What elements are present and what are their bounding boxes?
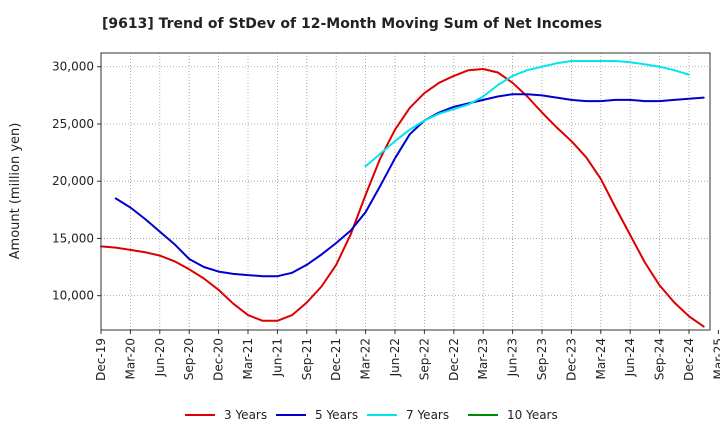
x-tick-label: Dec-22 (447, 338, 461, 381)
chart-title: [9613] Trend of StDev of 12-Month Moving… (102, 16, 602, 32)
x-tick-label: Dec-21 (329, 338, 343, 381)
x-tick-label: Jun-20 (153, 338, 167, 377)
y-axis-label: Amount (million yen) (8, 123, 23, 260)
x-tick-label: Dec-19 (94, 338, 108, 381)
series-line-5-years (114, 93, 705, 278)
y-tick-label: 15,000 (52, 231, 94, 245)
legend-label-5-years: 5 Years (315, 408, 358, 422)
x-tick-label: Sep-21 (300, 338, 314, 380)
x-tick-label: Sep-20 (182, 338, 196, 380)
grid (101, 53, 710, 330)
legend-label-7-years: 7 Years (406, 408, 449, 422)
x-tick-label: Mar-22 (359, 338, 373, 379)
x-tick-label: Jun-24 (623, 338, 637, 377)
x-tick-label: Sep-24 (653, 338, 667, 380)
y-tick-label: 25,000 (52, 117, 94, 131)
plot-frame (100, 52, 711, 331)
x-tick-label: Mar-23 (476, 338, 490, 379)
x-tick-label: Dec-20 (212, 338, 226, 381)
series-line-7-years (364, 60, 690, 168)
x-tick-label: Sep-22 (417, 338, 431, 380)
x-tick-label: Jun-23 (506, 338, 520, 377)
x-tick-label: Jun-21 (270, 338, 284, 377)
series-layer (100, 60, 705, 328)
x-tick-label: Dec-23 (564, 338, 578, 381)
x-tick-label: Dec-24 (682, 338, 696, 381)
legend-label-3-years: 3 Years (224, 408, 267, 422)
x-tick-label: Mar-20 (123, 338, 137, 379)
x-tick-label: Mar-25 (711, 338, 720, 379)
y-axis-ticks: 10,000 15,000 20,000 25,000 30,000 (52, 60, 101, 303)
x-tick-label: Jun-22 (388, 338, 402, 377)
y-tick-label: 10,000 (52, 289, 94, 303)
x-tick-label: Mar-21 (241, 338, 255, 379)
x-axis-ticks: Dec-19 Mar-20 Jun-20 Sep-20 Dec-20 Mar-21 Jun-… (94, 330, 720, 381)
x-tick-label: Mar-24 (594, 338, 608, 379)
y-tick-label: 30,000 (52, 60, 94, 74)
series-line-3-years (100, 68, 705, 328)
legend-label-10-years: 10 Years (507, 408, 558, 422)
y-tick-label: 20,000 (52, 174, 94, 188)
legend: 3 Years 5 Years 7 Years 10 Years (185, 408, 558, 422)
x-tick-label: Sep-23 (535, 338, 549, 380)
